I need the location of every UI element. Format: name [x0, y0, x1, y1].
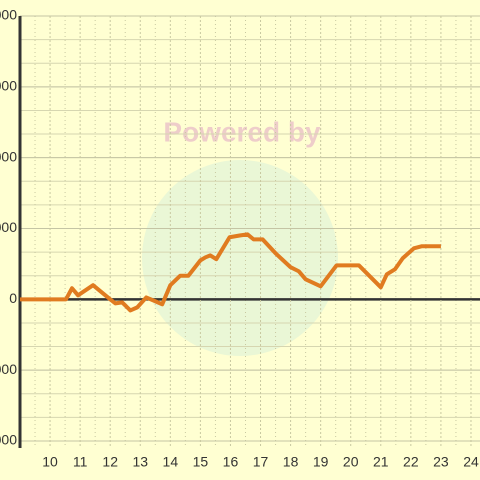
x-tick-label: 18: [283, 454, 299, 470]
x-tick-label: 16: [223, 454, 239, 470]
x-tick-label: 14: [163, 454, 179, 470]
x-tick-label: 21: [373, 454, 389, 470]
y-tick-label: -3,000: [0, 361, 17, 377]
x-tick-label: 19: [313, 454, 329, 470]
y-tick-label: 0: [9, 290, 17, 306]
y-tick-label: 9,000: [0, 78, 17, 94]
x-tick-label: 23: [433, 454, 449, 470]
line: [20, 232, 441, 313]
x-tick-label: 11: [73, 454, 88, 470]
y-tick-label: 3,000: [0, 219, 17, 235]
x-tick-label: 15: [193, 454, 209, 470]
watermark: Powered by: [163, 116, 321, 147]
x-tick-label: 24: [463, 454, 479, 470]
x-tick-label: 22: [403, 454, 419, 470]
y-tick-label: -6,000: [0, 432, 17, 448]
x-tick-label: 17: [253, 454, 269, 470]
y-tick-label: 12,000: [0, 7, 17, 23]
x-tick-label: 10: [42, 454, 58, 470]
x-tick-label: 20: [343, 454, 359, 470]
x-tick-label: 13: [132, 454, 148, 470]
x-tick-label: 12: [102, 454, 118, 470]
watermark-logo: [142, 160, 338, 356]
y-tick-label: 6,000: [0, 148, 17, 164]
